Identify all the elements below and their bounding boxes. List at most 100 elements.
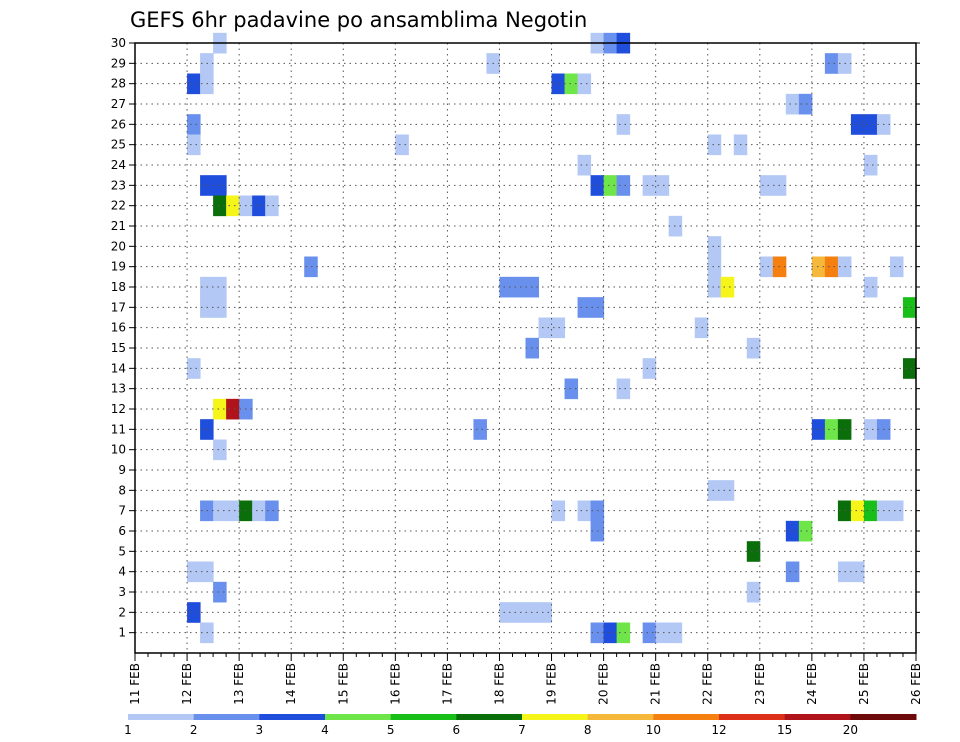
x-tick-label: 19 FEB bbox=[545, 663, 559, 705]
y-tick-label: 29 bbox=[111, 56, 126, 70]
heatmap-cell bbox=[187, 358, 201, 379]
colorbar-label: 5 bbox=[387, 723, 395, 737]
y-tick-label: 13 bbox=[111, 382, 126, 396]
heatmap-cell bbox=[616, 114, 631, 135]
y-tick-label: 25 bbox=[111, 138, 126, 152]
heatmap-cell bbox=[499, 276, 513, 298]
heatmap-cell bbox=[213, 439, 227, 461]
heatmap-cell bbox=[798, 93, 813, 115]
heatmap-cell bbox=[824, 419, 839, 440]
y-tick-label: 1 bbox=[118, 626, 126, 640]
colorbar-swatch bbox=[193, 714, 260, 720]
colorbar-swatch bbox=[128, 714, 195, 720]
y-tick-label: 3 bbox=[118, 585, 126, 599]
heatmap-cell bbox=[577, 500, 592, 522]
heatmap-cell bbox=[616, 622, 631, 644]
x-tick-label: 21 FEB bbox=[649, 663, 663, 705]
heatmap-cell bbox=[746, 337, 761, 359]
y-tick-label: 12 bbox=[111, 402, 126, 416]
y-tick-label: 2 bbox=[118, 605, 126, 619]
heatmap-cell bbox=[226, 195, 240, 217]
heatmap-cell bbox=[850, 561, 865, 583]
heatmap-cell bbox=[798, 520, 813, 542]
heatmap-cell bbox=[655, 175, 670, 196]
heatmap-cell bbox=[226, 398, 240, 420]
heatmap-cell bbox=[577, 154, 592, 176]
colorbar-legend: 1 2 3 4 5 6 7 8 10 12 15 20 bbox=[124, 714, 917, 737]
colorbar-swatch bbox=[784, 714, 851, 720]
colorbar-swatch bbox=[522, 714, 589, 720]
y-tick-label: 30 bbox=[111, 36, 126, 50]
y-axis: 1234567891011121314151617181920212223242… bbox=[111, 36, 920, 640]
heatmap-cell bbox=[213, 500, 227, 522]
heatmap-cell bbox=[746, 541, 761, 562]
heatmap-cell bbox=[707, 480, 722, 501]
heatmap-cell bbox=[707, 256, 722, 278]
colorbar-label: 8 bbox=[584, 723, 592, 737]
colorbar-swatch bbox=[719, 714, 786, 720]
y-tick-label: 9 bbox=[118, 463, 126, 477]
heatmap-cell bbox=[746, 581, 761, 603]
x-tick-label: 15 FEB bbox=[336, 663, 350, 705]
x-tick-label: 16 FEB bbox=[388, 663, 402, 705]
heatmap-cell bbox=[187, 114, 201, 135]
x-tick-label: 17 FEB bbox=[440, 663, 454, 705]
heatmap-cell bbox=[694, 317, 709, 339]
y-tick-label: 28 bbox=[111, 77, 126, 91]
heatmap-cell bbox=[603, 175, 618, 196]
heatmap-cell bbox=[811, 256, 826, 278]
heatmap-cell bbox=[785, 561, 800, 583]
y-tick-label: 26 bbox=[111, 117, 126, 131]
heatmap-cell bbox=[551, 317, 566, 339]
y-tick-label: 14 bbox=[111, 361, 126, 375]
y-tick-label: 7 bbox=[118, 504, 126, 518]
colorbar-label: 6 bbox=[453, 723, 461, 737]
heatmap-cell bbox=[785, 520, 800, 542]
heatmap-cell bbox=[642, 358, 657, 379]
colorbar-label: 4 bbox=[321, 723, 329, 737]
x-tick-label: 18 FEB bbox=[492, 663, 506, 705]
heatmap-cell bbox=[577, 73, 592, 95]
y-tick-label: 16 bbox=[111, 321, 126, 335]
x-tick-label: 11 FEB bbox=[128, 663, 142, 705]
heatmap-cell bbox=[655, 622, 670, 644]
y-tick-label: 6 bbox=[118, 524, 126, 538]
colorbar-label: 2 bbox=[190, 723, 198, 737]
heatmap-cell bbox=[824, 256, 839, 278]
heatmap-cell bbox=[616, 378, 631, 400]
heatmap-cell bbox=[187, 602, 201, 623]
heatmap-cell bbox=[603, 622, 618, 644]
x-tick-label: 23 FEB bbox=[753, 663, 767, 705]
colorbar-swatch bbox=[456, 714, 523, 720]
y-tick-label: 24 bbox=[111, 158, 126, 172]
heatmap-cell bbox=[642, 622, 657, 644]
y-tick-label: 4 bbox=[118, 565, 126, 579]
y-tick-label: 19 bbox=[111, 260, 126, 274]
heatmap-cell bbox=[863, 500, 878, 522]
x-tick-label: 12 FEB bbox=[180, 663, 194, 705]
colorbar-label: 20 bbox=[843, 723, 858, 737]
y-tick-label: 11 bbox=[111, 422, 126, 436]
heatmap-cell bbox=[863, 276, 878, 298]
heatmap-cell bbox=[616, 175, 631, 196]
heatmap-cell bbox=[265, 500, 279, 522]
colorbar-label: 10 bbox=[646, 723, 661, 737]
y-tick-label: 27 bbox=[111, 97, 126, 111]
colorbar-swatch bbox=[850, 714, 917, 720]
heatmap-cell bbox=[577, 297, 592, 318]
heatmap-cell bbox=[863, 154, 878, 176]
heatmap-cell bbox=[538, 602, 553, 623]
x-tick-label: 22 FEB bbox=[701, 663, 715, 705]
colorbar-swatch bbox=[587, 714, 654, 720]
heatmap-cell bbox=[187, 73, 201, 95]
heatmap-cell bbox=[512, 276, 526, 298]
heatmap-cell bbox=[226, 500, 240, 522]
x-tick-label: 20 FEB bbox=[597, 663, 611, 705]
y-tick-label: 10 bbox=[111, 443, 126, 457]
y-tick-label: 21 bbox=[111, 219, 126, 233]
heatmap-cell bbox=[213, 195, 227, 217]
heatmap-cell bbox=[759, 256, 774, 278]
colorbar-label: 3 bbox=[256, 723, 264, 737]
y-tick-label: 15 bbox=[111, 341, 126, 355]
